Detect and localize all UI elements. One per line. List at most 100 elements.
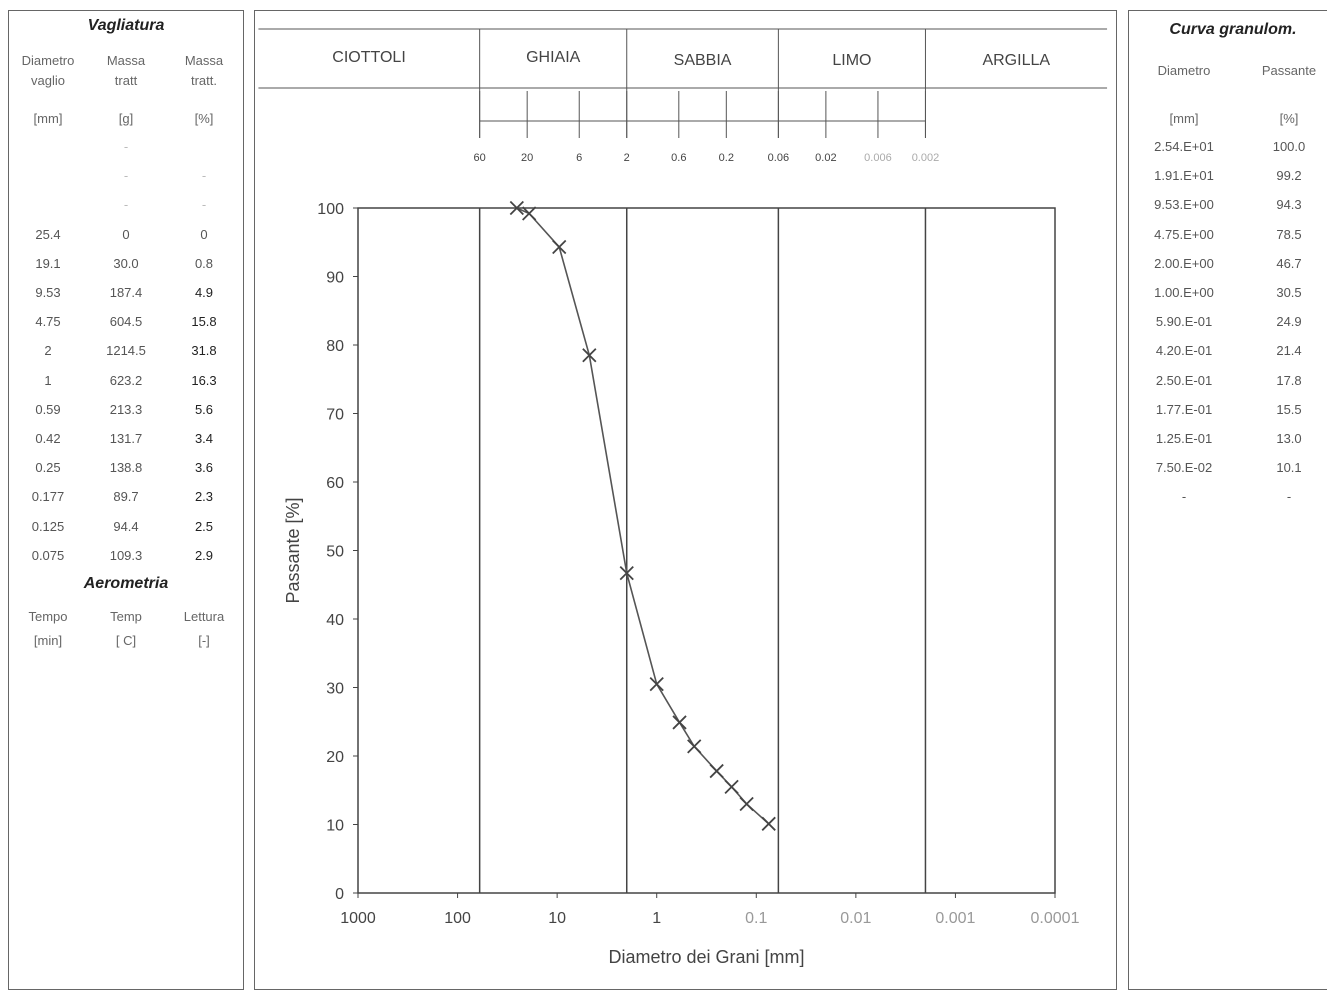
table-cell: - [123, 139, 129, 154]
table-cell: 13.0 [1276, 431, 1302, 446]
table-cell: 5.90.E-01 [1155, 314, 1213, 330]
table-cell: 2.50.E-01 [1155, 372, 1213, 388]
data-point-marker [761, 816, 776, 831]
table-cell: 2.9 [194, 547, 214, 563]
x-tick-label: 0.1 [745, 910, 767, 927]
table-cell: 94.3 [1276, 197, 1302, 213]
table-cell: 30.5 [1276, 285, 1302, 300]
class-tick-label: 0.2 [719, 152, 734, 164]
class-tick-label: 20 [521, 152, 533, 164]
table-cell: 5.6 [194, 401, 214, 417]
table-cell: 99.2 [1276, 168, 1302, 184]
class-tick-label: 0.06 [768, 152, 789, 164]
column-header: [g] [118, 111, 134, 126]
table-cell: 213.3 [109, 401, 143, 417]
table-cell: 17.8 [1276, 372, 1302, 388]
y-tick-label: 20 [326, 749, 344, 766]
table-cell: 1 [44, 372, 52, 388]
data-point-marker [672, 715, 687, 730]
aerometry-title: Aerometria [83, 575, 169, 592]
column-header: [mm] [33, 111, 63, 126]
table-cell: 2.54.E+01 [1154, 139, 1214, 154]
y-tick-label: 60 [326, 475, 344, 492]
y-tick-label: 90 [326, 270, 344, 287]
table-cell: 31.8 [191, 343, 217, 359]
table-cell: 1.25.E-01 [1155, 431, 1213, 446]
column-header: tratt. [190, 73, 217, 88]
table-cell: 24.9 [1276, 314, 1302, 330]
table-cell: 604.5 [109, 314, 143, 330]
table-cell: - [123, 168, 129, 184]
table-cell: 0 [122, 226, 130, 242]
table-cell: 109.3 [109, 547, 143, 563]
table-cell: 15.5 [1276, 401, 1302, 417]
table-cell: 7.50.E-02 [1155, 460, 1213, 476]
column-header: Diametro [21, 53, 75, 68]
table-cell: 89.7 [113, 489, 139, 505]
y-axis-title: Passante [%] [283, 497, 303, 603]
table-cell: 2.5 [194, 518, 214, 534]
data-point-marker [522, 206, 537, 221]
x-tick-label: 0.0001 [1031, 910, 1080, 927]
column-header: Diametro [1157, 63, 1211, 78]
y-tick-label: 10 [326, 818, 344, 835]
table-cell: 4.9 [194, 285, 214, 300]
table-cell: 30.0 [113, 255, 139, 271]
table-cell: 138.8 [109, 460, 143, 476]
table-cell: 1214.5 [106, 343, 146, 359]
chart-panel: CIOTTOLI GHIAIA SABBIA LIMO ARGILLA 60 20 6 2 0.6… [254, 10, 1117, 990]
class-tick-label: 0.02 [815, 152, 836, 164]
table-cell: - [1286, 489, 1292, 505]
x-tick-label: 10 [548, 910, 566, 927]
class-label: CIOTTOLI [332, 49, 406, 66]
data-point-marker [724, 779, 739, 794]
data-point-marker [582, 348, 597, 363]
table-cell: 1.91.E+01 [1154, 168, 1214, 184]
grain-size-chart: CIOTTOLI GHIAIA SABBIA LIMO ARGILLA 60 20 6 2 0.6… [258, 28, 1108, 967]
column-header: Tempo [28, 609, 68, 624]
table-cell: 0.59 [35, 401, 61, 417]
table-cell: 94.4 [113, 518, 139, 534]
column-header: [mm] [1169, 111, 1199, 126]
table-cell: 10.1 [1276, 460, 1302, 476]
table-cell: 4.20.E-01 [1155, 343, 1213, 359]
x-tick-label: 1 [652, 910, 661, 927]
data-point-marker [619, 565, 634, 581]
data-point-marker [739, 796, 754, 812]
column-header: Passante [1261, 63, 1317, 78]
table-cell: 9.53.E+00 [1154, 197, 1214, 213]
class-tick-label: 0.006 [864, 152, 892, 164]
y-tick-label: 70 [326, 407, 344, 424]
table-cell: 2 [44, 343, 52, 359]
class-tick-label: 2 [624, 152, 630, 164]
table-cell: 131.7 [109, 431, 143, 446]
x-axis-title: Diametro dei Grani [mm] [608, 947, 804, 967]
class-tick-label: 0.002 [912, 152, 940, 164]
table-cell: 0.125 [31, 518, 65, 534]
table-cell: 2.3 [194, 489, 214, 505]
column-header: [%] [1279, 111, 1299, 126]
table-cell: - [201, 197, 207, 213]
class-label: ARGILLA [982, 52, 1050, 69]
sieve-table-title: Vagliatura [87, 17, 165, 34]
grading-curve-line [516, 207, 770, 825]
sieve-analysis-panel: Vagliatura Diametro vaglio [mm] Massa tratt [… [8, 10, 244, 990]
table-cell: 100.0 [1272, 139, 1306, 154]
column-header: [-] [198, 633, 210, 648]
column-header: [%] [194, 111, 214, 126]
x-tick-label: 0.001 [935, 910, 975, 927]
y-tick-label: 50 [326, 544, 344, 561]
column-header: [min] [33, 633, 63, 648]
table-cell: 0.25 [35, 460, 61, 476]
plot-frame [357, 207, 1056, 894]
column-header: Massa [184, 53, 224, 68]
grading-curve-panel: Curva granulom. Diametro [mm] Passante [%] 2… [1128, 10, 1327, 990]
table-cell: 623.2 [109, 372, 143, 388]
column-header: [ C] [115, 633, 137, 648]
table-cell: 0.177 [31, 489, 65, 505]
y-tick-label: 100 [317, 201, 344, 218]
table-cell: 0.8 [194, 255, 214, 271]
table-cell: 4.75 [35, 314, 61, 330]
column-header: Massa [106, 53, 146, 68]
x-tick-label: 1000 [340, 910, 376, 927]
